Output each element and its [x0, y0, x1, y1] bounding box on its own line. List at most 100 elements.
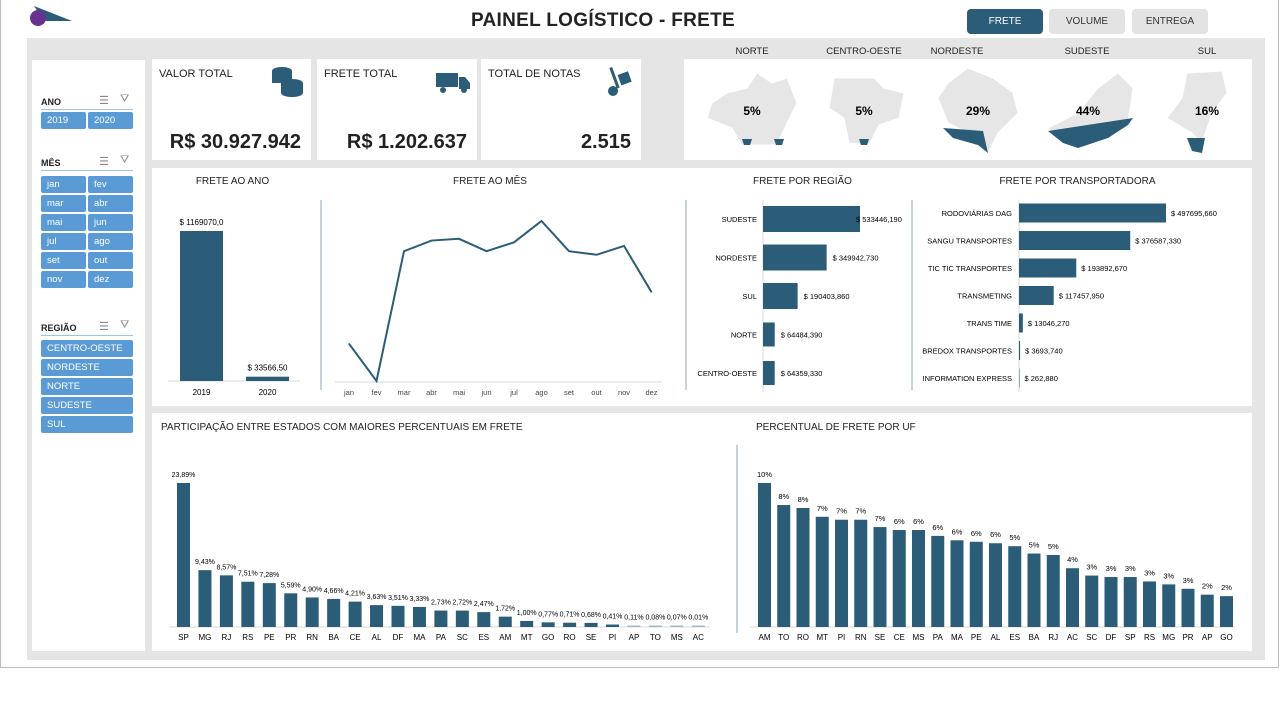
slicer-mes-ago[interactable]: ago: [88, 233, 133, 250]
tick-label: AL: [991, 633, 1001, 642]
tick-label: RN: [306, 633, 318, 642]
kpi-label: VALOR TOTAL: [159, 68, 233, 80]
bar-AP: [627, 625, 641, 627]
clear-filter-icon[interactable]: ⛛: [120, 319, 130, 331]
slicer-mes-jul[interactable]: jul: [41, 233, 86, 250]
map-norte[interactable]: 5%: [702, 63, 802, 153]
map-highlight: [742, 139, 784, 145]
chart-title-regiao: FRETE POR REGIÃO: [753, 176, 852, 187]
data-label: 3%: [1086, 563, 1097, 572]
bar-PR: [284, 593, 298, 627]
clear-filter-icon[interactable]: ⛛: [120, 154, 130, 166]
tick-label: PI: [609, 633, 617, 642]
map-percent: 16%: [1195, 104, 1219, 118]
bar-SE: [873, 527, 887, 627]
slicer-regiao-norte[interactable]: NORTE: [41, 378, 133, 395]
data-label: $ 13046,270: [1028, 319, 1070, 328]
slicer-mes-mar[interactable]: mar: [41, 195, 86, 212]
multi-select-icon[interactable]: ☰: [99, 321, 109, 333]
data-label: 3,63%: [367, 594, 387, 601]
bar-RS: [1143, 581, 1156, 627]
data-label: 1,00%: [517, 610, 537, 617]
tick-label: BA: [328, 633, 339, 642]
bar-PA: [434, 610, 448, 627]
point-jun: [486, 250, 487, 252]
map-sul[interactable]: 16%: [1157, 63, 1257, 153]
data-label: $ 533446,190: [856, 215, 902, 224]
window-frame: [0, 0, 1279, 668]
map-sudeste[interactable]: 44%: [1038, 63, 1138, 153]
tick-label: BA: [1029, 633, 1040, 642]
point-mai: [458, 238, 460, 240]
tick-label: MG: [199, 633, 212, 642]
tick-label: mar: [398, 388, 411, 397]
slicer-mes-nov[interactable]: nov: [41, 271, 86, 288]
data-label: 7%: [875, 514, 886, 523]
map-nordeste[interactable]: 29%: [928, 63, 1028, 153]
nav-frete-button[interactable]: FRETE: [967, 9, 1043, 34]
data-label: 3%: [1106, 564, 1117, 573]
bar-sudeste: [763, 206, 860, 232]
tick-label: ES: [478, 633, 489, 642]
data-label: 1,72%: [495, 606, 515, 613]
data-label: $ 262,880: [1025, 374, 1058, 383]
bar-MT: [520, 620, 534, 627]
slicer-mes-out[interactable]: out: [88, 252, 133, 269]
data-label: 3%: [1125, 564, 1136, 573]
data-label: 8%: [778, 492, 789, 501]
category-label: CENTRO-OESTE: [697, 369, 757, 378]
bar-RJ: [1046, 555, 1060, 627]
map-highlight: [1187, 138, 1205, 153]
line-series: [348, 219, 653, 384]
data-label: 6%: [913, 517, 924, 526]
bar-transportadora: [1019, 258, 1077, 278]
slicer-ano-2019[interactable]: 2019: [41, 112, 86, 129]
data-label: $ 376587,330: [1135, 237, 1181, 246]
data-label: 6%: [971, 529, 982, 538]
slicer-regiao-nordeste[interactable]: NORDESTE: [41, 359, 133, 376]
tick-label: GO: [1220, 633, 1232, 642]
slicer-ano-2020[interactable]: 2020: [88, 112, 133, 129]
bar-GO: [541, 622, 555, 627]
data-label: $ 117457,950: [1059, 292, 1104, 301]
tick-label: PR: [285, 633, 296, 642]
tick-label: DF: [1106, 633, 1117, 642]
data-label: $ 33566,50: [247, 364, 288, 373]
point-abr: [431, 240, 432, 242]
slicer-mes-abr[interactable]: abr: [88, 195, 133, 212]
tick-label: RO: [797, 633, 809, 642]
multi-select-icon[interactable]: ☰: [99, 156, 109, 168]
slicer-mes-jun[interactable]: jun: [88, 214, 133, 231]
nav-volume-button[interactable]: VOLUME: [1049, 9, 1125, 34]
map-label-centro-oeste: CENTRO-OESTE: [826, 46, 902, 57]
tick-label: AP: [1202, 633, 1213, 642]
slicer-regiao-centro-oeste[interactable]: CENTRO-OESTE: [41, 340, 133, 357]
bar-transportadora: [1019, 203, 1166, 223]
tick-label: PA: [933, 633, 944, 642]
chart-title-transportadora: FRETE POR TRANSPORTADORA: [999, 176, 1156, 187]
slicer-mes-mai[interactable]: mai: [41, 214, 86, 231]
slicer-regiao-sul[interactable]: SUL: [41, 416, 133, 433]
tick-label: AC: [693, 633, 704, 642]
bar-CE: [892, 530, 906, 627]
data-label: 7,51%: [238, 571, 258, 578]
tick-label: TO: [650, 633, 661, 642]
category-label: SUDESTE: [722, 215, 757, 224]
tick-label: DF: [393, 633, 404, 642]
tick-label: ES: [1009, 633, 1020, 642]
slicer-mes-jan[interactable]: jan: [41, 176, 86, 193]
point-mar: [403, 250, 405, 252]
tick-label: nov: [618, 388, 630, 397]
slicer-regiao-sudeste[interactable]: SUDESTE: [41, 397, 133, 414]
multi-select-icon[interactable]: ☰: [99, 95, 109, 107]
slicer-mes-fev[interactable]: fev: [88, 176, 133, 193]
chart-title-mes: FRETE AO MÊS: [453, 176, 527, 187]
tick-label: MT: [521, 633, 533, 642]
slicer-mes-set[interactable]: set: [41, 252, 86, 269]
map-centro-oeste[interactable]: 5%: [814, 63, 914, 153]
nav-entrega-button[interactable]: ENTREGA: [1132, 9, 1208, 34]
tick-label: MG: [1162, 633, 1175, 642]
slicer-mes-dez[interactable]: dez: [88, 271, 133, 288]
clear-filter-icon[interactable]: ⛛: [120, 93, 130, 105]
tick-label: SC: [457, 633, 468, 642]
